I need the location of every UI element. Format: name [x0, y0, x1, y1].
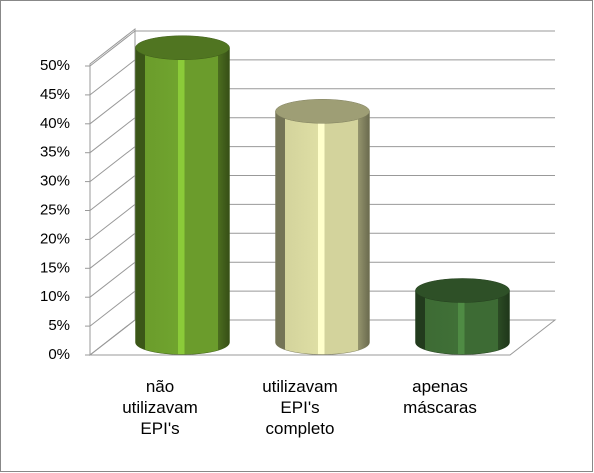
bar-top [415, 278, 510, 303]
y-tick-label: 5% [48, 317, 70, 334]
y-tick-label: 40% [40, 115, 70, 132]
grid-line [89, 88, 555, 125]
grid-line [89, 59, 555, 96]
x-tick-label: apenas máscaras [403, 377, 477, 417]
y-tick-label: 35% [40, 144, 70, 161]
grid-line [89, 261, 555, 298]
bar-top [275, 99, 370, 124]
y-tick-label: 15% [40, 259, 70, 276]
y-tick-label: 50% [40, 57, 70, 74]
grid-line [89, 117, 555, 154]
bar-body [415, 290, 510, 355]
grid-line [89, 290, 555, 327]
bar [415, 278, 510, 355]
y-tick-label: 30% [40, 173, 70, 190]
grid-line [89, 30, 555, 67]
bar [275, 99, 370, 355]
x-tick-label: utilizavam EPI's completo [262, 377, 338, 438]
bar-body [135, 47, 230, 355]
grid-line [89, 232, 555, 269]
bar [135, 35, 230, 355]
bar-top [135, 35, 230, 60]
y-tick-label: 10% [40, 288, 70, 305]
x-tick-label: não utilizavam EPI's [122, 377, 198, 438]
y-tick-label: 0% [48, 346, 70, 363]
grid-line [89, 319, 555, 356]
y-tick-label: 45% [40, 86, 70, 103]
y-tick-label: 25% [40, 201, 70, 218]
grid-line [89, 203, 555, 240]
bar-body [275, 111, 370, 355]
grid-line [89, 175, 555, 211]
grid-line [89, 146, 555, 182]
y-tick-label: 20% [40, 230, 70, 247]
